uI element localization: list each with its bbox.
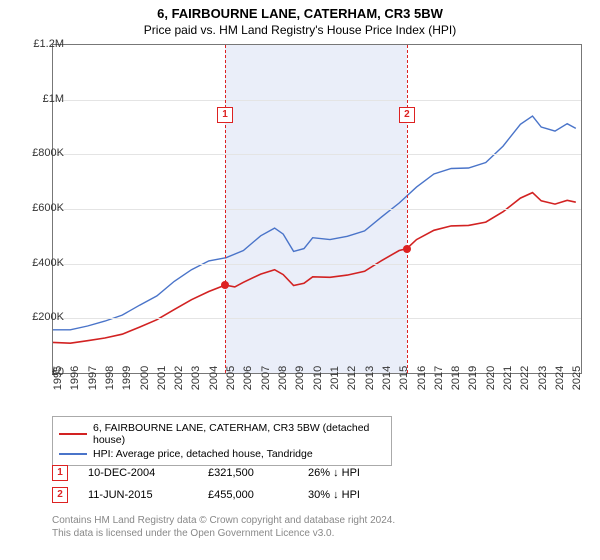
x-axis-label: 2002: [173, 366, 185, 390]
sale-price: £321,500: [208, 467, 308, 479]
legend-swatch: [59, 453, 87, 455]
x-axis-label: 2019: [467, 366, 479, 390]
sale-date: 11-JUN-2015: [88, 489, 208, 501]
x-axis-label: 2006: [242, 366, 254, 390]
x-axis-label: 2020: [485, 366, 497, 390]
gridline: [53, 209, 581, 210]
x-axis-label: 2015: [398, 366, 410, 390]
sale-marker-dot: [403, 245, 411, 253]
sale-price: £455,000: [208, 489, 308, 501]
sale-marker-box: 2: [399, 107, 415, 123]
x-axis-label: 2024: [554, 366, 566, 390]
x-axis-label: 1998: [104, 366, 116, 390]
price-chart: 12: [52, 44, 582, 374]
x-axis-label: 2005: [225, 366, 237, 390]
x-axis-label: 2007: [260, 366, 272, 390]
legend: 6, FAIRBOURNE LANE, CATERHAM, CR3 5BW (d…: [52, 416, 392, 466]
gridline: [53, 100, 581, 101]
x-axis-label: 2011: [329, 366, 341, 390]
y-axis-label: £1.2M: [14, 38, 64, 50]
legend-swatch: [59, 433, 87, 435]
sale-marker-box: 1: [217, 107, 233, 123]
x-axis-label: 2023: [537, 366, 549, 390]
gridline: [53, 264, 581, 265]
x-axis-label: 2001: [156, 366, 168, 390]
x-axis-label: 2021: [502, 366, 514, 390]
x-axis-label: 2022: [519, 366, 531, 390]
x-axis-label: 2009: [294, 366, 306, 390]
footer-line-1: Contains HM Land Registry data © Crown c…: [52, 514, 395, 527]
gridline: [53, 318, 581, 319]
x-axis-label: 2016: [416, 366, 428, 390]
x-axis-label: 1997: [87, 366, 99, 390]
chart-title: 6, FAIRBOURNE LANE, CATERHAM, CR3 5BW: [0, 0, 600, 21]
footer: Contains HM Land Registry data © Crown c…: [52, 514, 395, 540]
x-axis-label: 2018: [450, 366, 462, 390]
x-axis-label: 2010: [312, 366, 324, 390]
x-axis-label: 2013: [364, 366, 376, 390]
x-axis-label: 2025: [571, 366, 583, 390]
footer-line-2: This data is licensed under the Open Gov…: [52, 527, 395, 540]
x-axis-label: 2012: [346, 366, 358, 390]
x-axis-label: 2004: [208, 366, 220, 390]
sale-row: 1 10-DEC-2004£321,50026% ↓ HPI: [52, 462, 408, 484]
chart-subtitle: Price paid vs. HM Land Registry's House …: [0, 21, 600, 41]
sale-marker-dot: [221, 281, 229, 289]
sale-marker-line: [407, 45, 408, 373]
x-axis-label: 1999: [121, 366, 133, 390]
legend-label: 6, FAIRBOURNE LANE, CATERHAM, CR3 5BW (d…: [93, 422, 385, 446]
y-axis-label: £200K: [14, 311, 64, 323]
legend-label: HPI: Average price, detached house, Tand…: [93, 448, 313, 460]
sale-hpi: 30% ↓ HPI: [308, 489, 408, 501]
y-axis-label: £400K: [14, 257, 64, 269]
sale-hpi: 26% ↓ HPI: [308, 467, 408, 479]
x-axis-label: 2003: [190, 366, 202, 390]
sale-date: 10-DEC-2004: [88, 467, 208, 479]
x-axis-label: 2008: [277, 366, 289, 390]
sale-marker-icon: 1: [52, 465, 68, 481]
y-axis-label: £1M: [14, 93, 64, 105]
series-hpi: [53, 116, 576, 330]
x-axis-label: 1996: [69, 366, 81, 390]
sales-table: 1 10-DEC-2004£321,50026% ↓ HPI 2 11-JUN-201…: [52, 462, 408, 506]
x-axis-label: 2014: [381, 366, 393, 390]
sale-marker-line: [225, 45, 226, 373]
sale-row: 2 11-JUN-2015£455,00030% ↓ HPI: [52, 484, 408, 506]
y-axis-label: £800K: [14, 147, 64, 159]
y-axis-label: £600K: [14, 202, 64, 214]
series-property: [53, 193, 576, 344]
x-axis-label: 2017: [433, 366, 445, 390]
x-axis-label: 1995: [52, 366, 64, 390]
gridline: [53, 154, 581, 155]
legend-item: HPI: Average price, detached house, Tand…: [59, 447, 385, 461]
x-axis-label: 2000: [139, 366, 151, 390]
legend-item: 6, FAIRBOURNE LANE, CATERHAM, CR3 5BW (d…: [59, 421, 385, 447]
sale-marker-icon: 2: [52, 487, 68, 503]
